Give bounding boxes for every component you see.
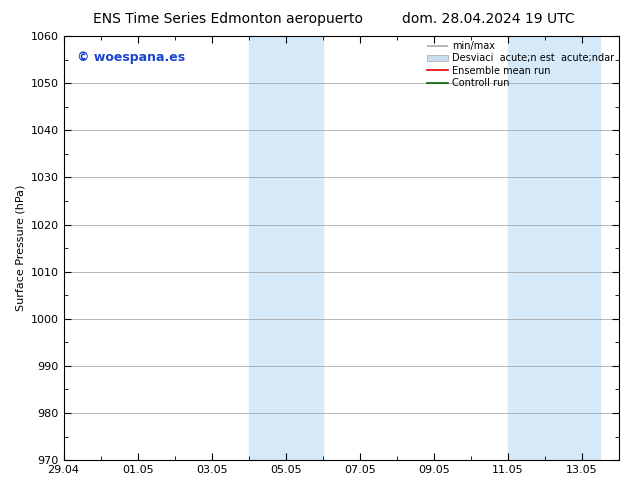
Y-axis label: Surface Pressure (hPa): Surface Pressure (hPa) <box>15 185 25 311</box>
Bar <box>508 36 600 460</box>
Legend: min/max, Desviaci  acute;n est  acute;ndar, Ensemble mean run, Controll run: min/max, Desviaci acute;n est acute;ndar… <box>425 39 616 90</box>
Text: © woespana.es: © woespana.es <box>77 51 186 64</box>
Text: ENS Time Series Edmonton aeropuerto: ENS Time Series Edmonton aeropuerto <box>93 12 363 26</box>
Bar <box>249 36 323 460</box>
Text: dom. 28.04.2024 19 UTC: dom. 28.04.2024 19 UTC <box>402 12 574 26</box>
